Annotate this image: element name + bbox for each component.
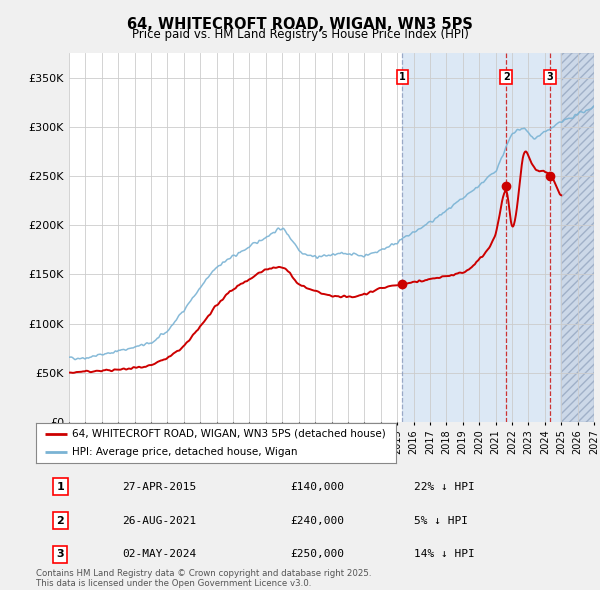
Text: £140,000: £140,000 bbox=[290, 481, 344, 491]
Text: 1: 1 bbox=[399, 72, 406, 82]
Text: Contains HM Land Registry data © Crown copyright and database right 2025.
This d: Contains HM Land Registry data © Crown c… bbox=[36, 569, 371, 588]
Text: £250,000: £250,000 bbox=[290, 549, 344, 559]
Text: 5% ↓ HPI: 5% ↓ HPI bbox=[414, 516, 468, 526]
Bar bbox=[561, 53, 594, 422]
Text: 14% ↓ HPI: 14% ↓ HPI bbox=[414, 549, 475, 559]
Text: HPI: Average price, detached house, Wigan: HPI: Average price, detached house, Wiga… bbox=[72, 447, 298, 457]
Text: 3: 3 bbox=[547, 72, 554, 82]
Bar bbox=[403, 53, 561, 422]
Text: 22% ↓ HPI: 22% ↓ HPI bbox=[414, 481, 475, 491]
Text: 3: 3 bbox=[56, 549, 64, 559]
Text: 1: 1 bbox=[56, 481, 64, 491]
Text: 64, WHITECROFT ROAD, WIGAN, WN3 5PS (detached house): 64, WHITECROFT ROAD, WIGAN, WN3 5PS (det… bbox=[72, 429, 386, 439]
Text: £240,000: £240,000 bbox=[290, 516, 344, 526]
Text: 27-APR-2015: 27-APR-2015 bbox=[122, 481, 197, 491]
Text: Price paid vs. HM Land Registry's House Price Index (HPI): Price paid vs. HM Land Registry's House … bbox=[131, 28, 469, 41]
Text: 02-MAY-2024: 02-MAY-2024 bbox=[122, 549, 197, 559]
Text: 26-AUG-2021: 26-AUG-2021 bbox=[122, 516, 197, 526]
Text: 64, WHITECROFT ROAD, WIGAN, WN3 5PS: 64, WHITECROFT ROAD, WIGAN, WN3 5PS bbox=[127, 17, 473, 32]
Bar bbox=[561, 53, 594, 422]
Text: 2: 2 bbox=[56, 516, 64, 526]
Text: 2: 2 bbox=[503, 72, 509, 82]
